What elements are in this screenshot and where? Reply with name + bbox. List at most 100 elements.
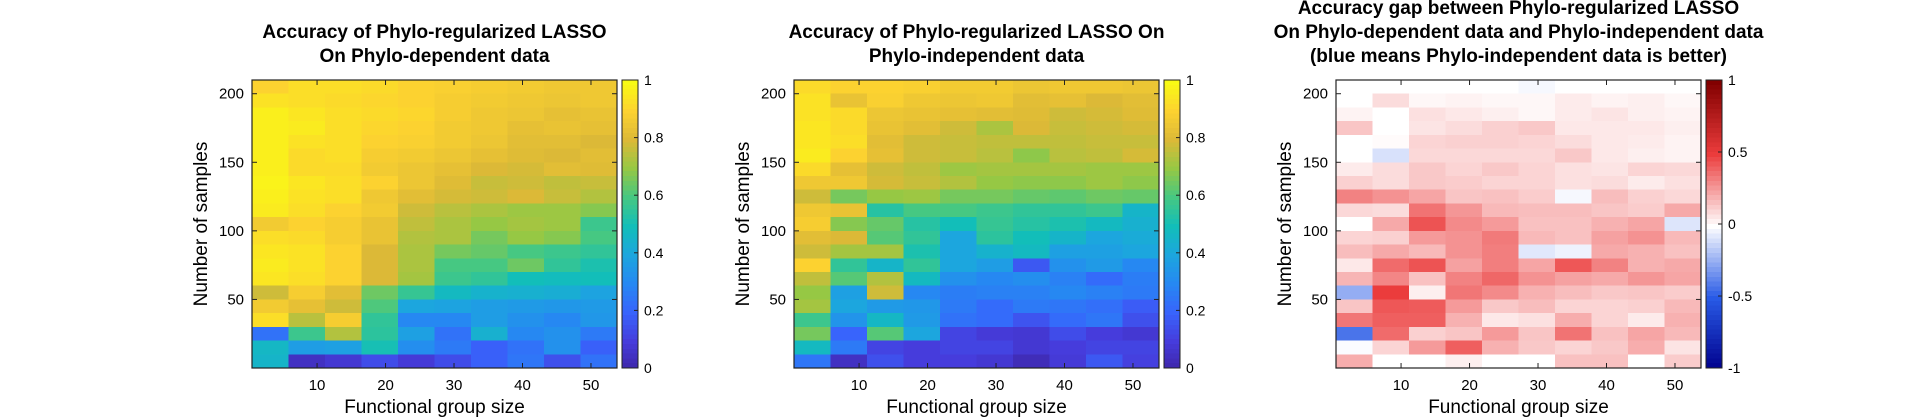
heatmap-cell: [1086, 80, 1124, 95]
y-tick-label: 50: [1311, 291, 1328, 308]
heatmap-cell: [1013, 244, 1051, 259]
heatmap-cell: [794, 340, 832, 355]
heatmap-cell: [830, 189, 868, 205]
heatmap-cell: [1372, 80, 1410, 95]
heatmap-cell: [471, 148, 509, 163]
colorbar-segment: [622, 104, 638, 110]
heatmap-cell: [940, 162, 978, 177]
heatmap-cell: [288, 93, 326, 109]
heatmap-cell: [1664, 80, 1702, 95]
heatmap-cell: [471, 299, 509, 314]
heatmap-cell: [1336, 121, 1374, 136]
heatmap-cell: [434, 189, 472, 205]
heatmap-cell: [1445, 217, 1483, 232]
heatmap-cell: [830, 244, 868, 259]
heatmap-cell: [1664, 230, 1702, 246]
heatmap-cell: [580, 258, 618, 273]
heatmap-cell: [1013, 285, 1051, 301]
heatmap-cell: [398, 121, 436, 136]
heatmap-cell: [1049, 285, 1087, 301]
heatmap-cell: [867, 285, 905, 301]
heatmap-cell: [544, 189, 582, 205]
heatmap-cell: [288, 217, 326, 232]
heatmap-cell: [976, 230, 1014, 246]
heatmap-cell: [1518, 176, 1556, 191]
colorbar-segment: [622, 252, 638, 259]
heatmap-cell: [398, 313, 436, 328]
colorbar-segment: [1706, 200, 1722, 206]
heatmap-cell: [976, 340, 1014, 355]
heatmap-cell: [325, 189, 363, 205]
heatmap-cell: [507, 189, 545, 205]
heatmap-cell: [471, 313, 509, 328]
heatmap-cell: [544, 203, 582, 218]
heatmap-cell: [976, 326, 1014, 342]
colorbar-segment: [1164, 344, 1180, 350]
heatmap-cell: [1086, 107, 1124, 122]
heatmap-cell: [1664, 203, 1702, 218]
heatmap-cell: [1372, 340, 1410, 355]
heatmap-cell: [1591, 354, 1629, 369]
heatmap-cell: [252, 285, 290, 301]
heatmap-cell: [1518, 258, 1556, 273]
heatmap-cell: [361, 244, 399, 259]
heatmap-cell: [867, 354, 905, 369]
heatmap-cell: [940, 134, 978, 150]
heatmap-cell: [976, 107, 1014, 122]
colorbar-segment: [1706, 286, 1722, 292]
heatmap-cell: [398, 340, 436, 355]
heatmap-cell: [794, 285, 832, 301]
heatmap-cell: [1664, 162, 1702, 177]
x-tick-label: 50: [1667, 377, 1684, 394]
heatmap-cell: [1013, 121, 1051, 136]
heatmap-cell: [1482, 134, 1520, 150]
heatmap-cell: [544, 244, 582, 259]
heatmap-cell: [903, 340, 941, 355]
heatmap-cell: [288, 299, 326, 314]
heatmap-cell: [1409, 313, 1447, 328]
heatmap-cell: [361, 217, 399, 232]
colorbar-segment: [1164, 310, 1180, 316]
heatmap-cell: [507, 326, 545, 342]
colorbar-segment: [1164, 262, 1180, 268]
heatmap-cell: [252, 107, 290, 122]
heatmap-cell: [1518, 354, 1556, 369]
heatmap-cell: [830, 203, 868, 218]
heatmap-cell: [1445, 80, 1483, 95]
heatmap-cell: [471, 217, 509, 232]
heatmap-cell: [1013, 134, 1051, 150]
heatmap-cell: [940, 299, 978, 314]
heatmap-cell: [1122, 230, 1160, 246]
heatmap-cell: [361, 148, 399, 163]
heatmap-cell: [1482, 285, 1520, 301]
x-tick-label: 30: [446, 377, 463, 394]
heatmap-cell: [325, 203, 363, 218]
colorbar-segment: [1164, 252, 1180, 259]
y-tick-label: 150: [1303, 154, 1328, 171]
colorbar-segment: [622, 219, 638, 225]
heatmap-cell: [1013, 326, 1051, 342]
heatmap-cell: [1445, 107, 1483, 122]
heatmap-cell: [398, 217, 436, 232]
heatmap-cell: [830, 80, 868, 95]
colorbar-segment: [1706, 142, 1722, 148]
heatmap-cell: [1628, 121, 1666, 136]
heatmap-cell: [1049, 80, 1087, 95]
heatmap-cell: [903, 189, 941, 205]
heatmap-cell: [794, 189, 832, 205]
x-tick-label: 20: [377, 377, 394, 394]
heatmap-cell: [580, 299, 618, 314]
heatmap-cell: [325, 285, 363, 301]
heatmap-cell: [1409, 354, 1447, 369]
heatmap-cell: [580, 230, 618, 246]
heatmap-cell: [1372, 230, 1410, 246]
colorbar-segment: [1164, 128, 1180, 134]
colorbar-segment: [622, 363, 638, 369]
heatmap-cell: [1336, 354, 1374, 369]
heatmap-cell: [830, 121, 868, 136]
heatmap-cell: [471, 258, 509, 273]
colorbar-segment: [1706, 262, 1722, 268]
colorbar-segment: [622, 281, 638, 287]
heatmap-cell: [398, 162, 436, 177]
heatmap-cell: [580, 80, 618, 95]
